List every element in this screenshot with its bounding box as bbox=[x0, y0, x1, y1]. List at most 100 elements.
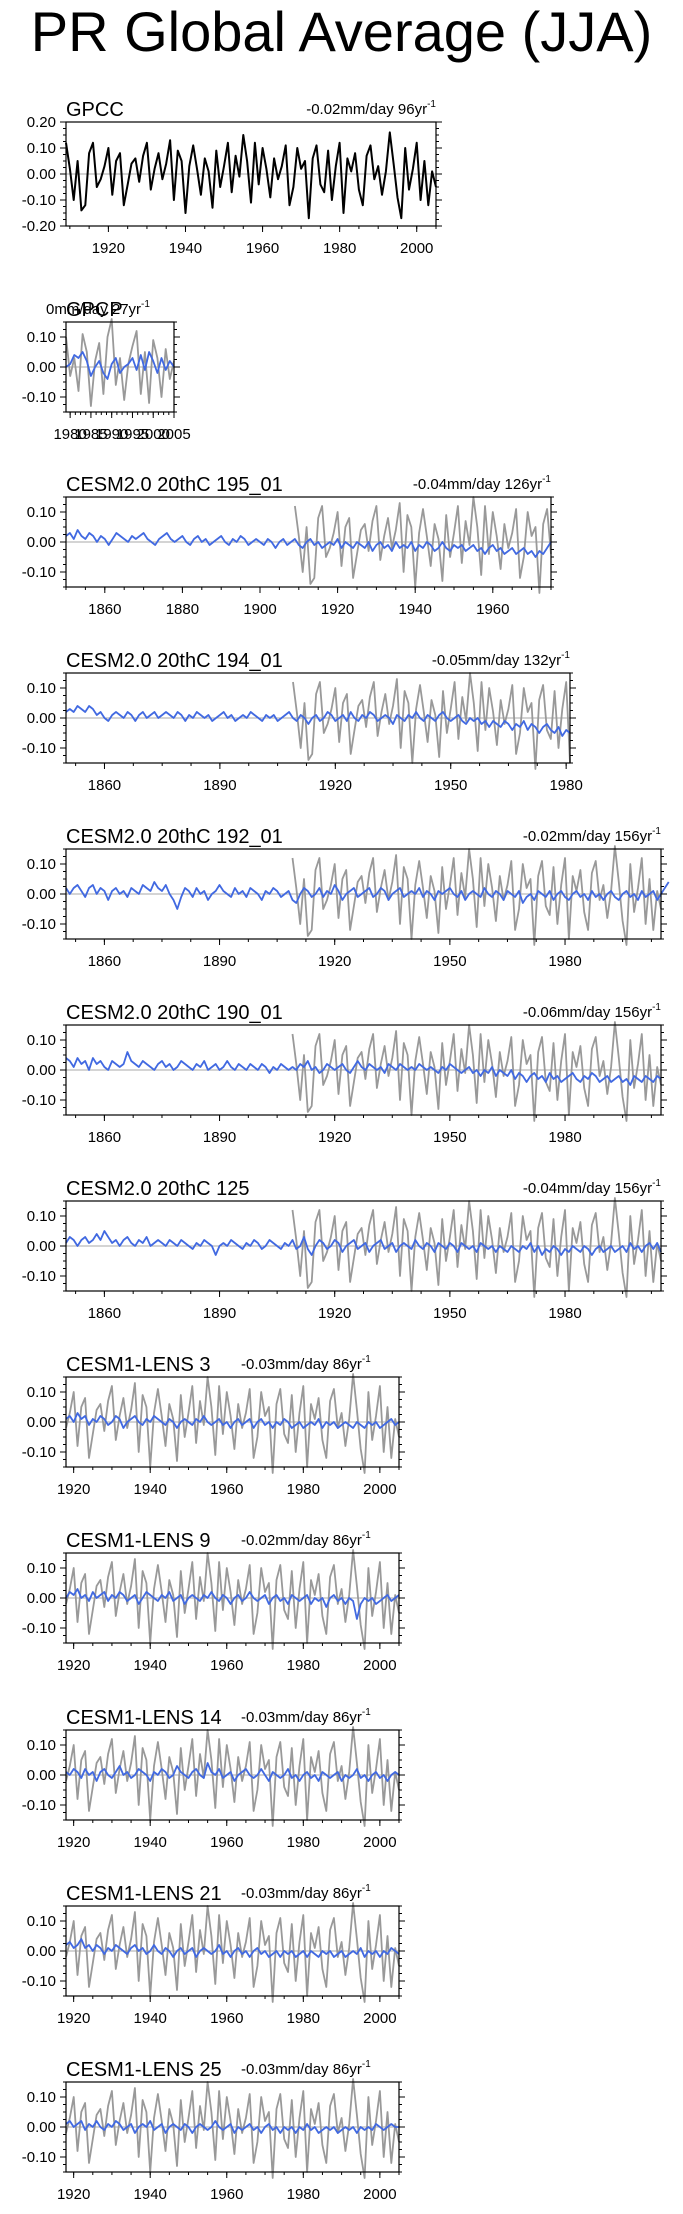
y-tick-label: 0.00 bbox=[27, 1943, 56, 1960]
trend-annotation: 0mm/day 27yr-1 bbox=[46, 299, 150, 318]
panel-title: CESM1-LENS 14 bbox=[66, 1707, 222, 1729]
trend-annotation: -0.02mm/day 156yr-1 bbox=[523, 826, 662, 845]
x-tick-label: 1920 bbox=[57, 1657, 90, 1674]
x-tick-label: 1980 bbox=[323, 240, 356, 257]
x-tick-label: 1980 bbox=[287, 2186, 320, 2203]
x-tick-label: 1920 bbox=[57, 2010, 90, 2027]
series-line bbox=[65, 1726, 400, 1827]
x-tick-label: 1890 bbox=[203, 1305, 236, 1322]
y-tick-label: 0.00 bbox=[27, 1238, 56, 1255]
x-tick-label: 1980 bbox=[287, 1481, 320, 1498]
y-tick-label: 0.10 bbox=[27, 2089, 56, 2106]
x-tick-label: 1890 bbox=[203, 953, 236, 970]
y-tick-label: -0.10 bbox=[22, 1973, 56, 1990]
panel-title: CESM2.0 20thC 195_01 bbox=[66, 474, 283, 496]
x-tick-label: 1980 bbox=[287, 1657, 320, 1674]
panel-title: CESM1-LENS 9 bbox=[66, 1530, 211, 1552]
series-line bbox=[65, 1902, 400, 2003]
series-line bbox=[65, 1588, 400, 1620]
trend-annotation: -0.03mm/day 86yr-1 bbox=[241, 1883, 371, 1902]
series-line bbox=[65, 1230, 662, 1256]
series-line bbox=[65, 2120, 399, 2134]
y-tick-label: 0.10 bbox=[27, 1032, 56, 1049]
x-tick-label: 1980 bbox=[548, 953, 581, 970]
x-tick-label: 1980 bbox=[53, 426, 86, 443]
y-tick-label: 0.00 bbox=[27, 710, 56, 727]
x-tick-label: 1940 bbox=[169, 240, 202, 257]
x-tick-label: 2000 bbox=[400, 240, 433, 257]
trend-exponent: -1 bbox=[362, 2059, 371, 2070]
trend-text: -0.02mm/day 156yr bbox=[523, 828, 652, 845]
trend-annotation: -0.03mm/day 86yr-1 bbox=[241, 2059, 371, 2078]
y-tick-label: 0.00 bbox=[27, 534, 56, 551]
y-tick-label: 0.00 bbox=[27, 359, 56, 376]
trend-text: -0.04mm/day 156yr bbox=[523, 1180, 652, 1197]
panel-title: CESM2.0 20thC 194_01 bbox=[66, 650, 283, 672]
x-tick-label: 1920 bbox=[321, 601, 354, 618]
x-tick-label: 1990 bbox=[95, 426, 128, 443]
y-tick-label: 0.00 bbox=[27, 166, 56, 183]
y-tick-label: -0.10 bbox=[22, 916, 56, 933]
chart-panel: -0.20 -0.10 0.00 0.10 0.20 1920 1940 1960 1980 20… bbox=[22, 99, 442, 257]
panel-title: CESM1-LENS 3 bbox=[66, 1354, 211, 1376]
chart-panel: -0.10 0.00 0.10 1920 1940 1960 1980 2000 CESM1-L… bbox=[22, 2059, 405, 2203]
x-tick-label: 1920 bbox=[57, 1481, 90, 1498]
x-tick-label: 2000 bbox=[363, 1657, 396, 1674]
y-tick-label: 0.00 bbox=[27, 1062, 56, 1079]
x-tick-label: 1860 bbox=[88, 601, 121, 618]
x-tick-label: 2000 bbox=[363, 1834, 396, 1851]
series-line bbox=[65, 1549, 400, 1650]
x-tick-label: 1995 bbox=[116, 426, 149, 443]
x-tick-label: 1920 bbox=[318, 953, 351, 970]
trend-annotation: -0.04mm/day 156yr-1 bbox=[523, 1178, 662, 1197]
panel-title: CESM1-LENS 25 bbox=[66, 2059, 222, 2081]
panel-title: CESM2.0 20thC 190_01 bbox=[66, 1002, 283, 1024]
x-tick-label: 1860 bbox=[88, 1305, 121, 1322]
trend-text: -0.02mm/day 96yr bbox=[306, 101, 427, 118]
trend-exponent: -1 bbox=[542, 474, 551, 485]
chart-panel: -0.10 0.00 0.10 1860 1880 1900 1920 1940 1960 CES… bbox=[22, 474, 557, 618]
y-tick-label: -0.10 bbox=[22, 564, 56, 581]
x-tick-label: 1960 bbox=[476, 601, 509, 618]
x-tick-label: 1940 bbox=[134, 2010, 167, 2027]
y-tick-label: -0.10 bbox=[22, 2149, 56, 2166]
x-tick-label: 1960 bbox=[210, 2010, 243, 2027]
trend-text: -0.04mm/day 126yr bbox=[413, 476, 542, 493]
series-line bbox=[65, 705, 571, 737]
panel-title: CESM2.0 20thC 125 bbox=[66, 1178, 249, 1200]
y-tick-label: -0.20 bbox=[22, 218, 56, 235]
series-line bbox=[65, 881, 670, 910]
panel-title: CESM1-LENS 21 bbox=[66, 1883, 222, 1905]
series-line bbox=[65, 1051, 662, 1086]
y-tick-label: -0.10 bbox=[22, 740, 56, 757]
trend-annotation: -0.02mm/day 86yr-1 bbox=[241, 1530, 371, 1549]
y-tick-label: 0.20 bbox=[27, 114, 56, 131]
x-tick-label: 1890 bbox=[203, 1129, 236, 1146]
x-tick-label: 1960 bbox=[210, 2186, 243, 2203]
chart-panel: -0.10 0.00 0.10 1920 1940 1960 1980 2000 CESM1-L… bbox=[22, 1883, 405, 2027]
y-tick-label: -0.10 bbox=[22, 1797, 56, 1814]
y-tick-label: 0.10 bbox=[27, 329, 56, 346]
y-tick-label: 0.10 bbox=[27, 1384, 56, 1401]
chart-panel: -0.10 0.00 0.10 1860 1890 1920 1950 1980 CESM2.0… bbox=[22, 1178, 667, 1322]
trend-text: -0.02mm/day 86yr bbox=[241, 1532, 362, 1549]
trend-text: -0.03mm/day 86yr bbox=[241, 1709, 362, 1726]
series-line bbox=[291, 1021, 662, 1122]
y-tick-label: 0.00 bbox=[27, 2119, 56, 2136]
chart-panel: -0.10 0.00 0.10 1860 1890 1920 1950 1980 CESM2.0… bbox=[22, 650, 583, 794]
x-tick-label: 1940 bbox=[134, 1481, 167, 1498]
x-tick-label: 1940 bbox=[134, 1834, 167, 1851]
trend-exponent: -1 bbox=[141, 299, 150, 310]
x-tick-label: 1920 bbox=[57, 2186, 90, 2203]
x-tick-label: 1920 bbox=[318, 1305, 351, 1322]
y-tick-label: 0.10 bbox=[27, 680, 56, 697]
x-tick-label: 1950 bbox=[433, 1129, 466, 1146]
x-tick-label: 1890 bbox=[203, 777, 236, 794]
trend-exponent: -1 bbox=[652, 1178, 661, 1189]
series-line bbox=[65, 2078, 400, 2179]
y-tick-label: -0.10 bbox=[22, 1268, 56, 1285]
x-tick-label: 2000 bbox=[363, 2010, 396, 2027]
trend-annotation: -0.04mm/day 126yr-1 bbox=[413, 474, 552, 493]
